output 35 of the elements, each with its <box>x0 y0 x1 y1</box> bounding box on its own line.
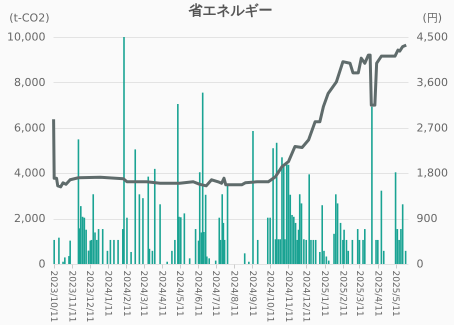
y-tick-label: 2,000 <box>14 212 46 226</box>
y2-tick-label: 0 <box>416 258 424 270</box>
x-tick-label: 2023/10/11 <box>48 270 58 322</box>
y2-tick-label: 3,600 <box>416 76 448 89</box>
x-tick-label: 2024/2/11 <box>120 270 131 317</box>
x-tick-label: 2025/5/11 <box>390 270 400 317</box>
y-tick-label: 0 <box>38 258 46 270</box>
y2-tick-label: 4,500 <box>416 30 448 44</box>
x-tick-label: 2024/3/11 <box>138 270 148 317</box>
x-tick-label: 2025/3/11 <box>354 270 364 317</box>
x-tick-label: 2025/2/11 <box>337 270 348 317</box>
y-tick-label: 10,000 <box>7 30 46 44</box>
x-tick-label: 2024/11/11 <box>282 270 293 322</box>
x-tick-label: 2024/12/11 <box>300 270 311 322</box>
y-tick-label: 4,000 <box>14 166 46 180</box>
y2-tick-label: 900 <box>416 212 438 226</box>
y-tick-label: 8,000 <box>14 76 46 89</box>
x-tick-label: 2023/12/11 <box>84 270 94 322</box>
x-tick-label: 2024/1/11 <box>102 270 113 317</box>
x-tick-label: 2024/7/11 <box>210 270 220 317</box>
y2-axis-title: (円) <box>422 12 442 24</box>
x-tick-label: 2025/4/11 <box>372 270 382 317</box>
x-tick-label: 2024/5/11 <box>174 270 184 317</box>
y2-tick-label: 2,700 <box>416 121 448 134</box>
y2-tick-label: 1,800 <box>416 166 448 180</box>
x-tick-label: 2024/9/11 <box>246 270 257 317</box>
x-tick-label: 2025/1/11 <box>319 270 330 317</box>
x-tick-label: 2023/11/11 <box>66 270 76 322</box>
x-tick-label: 2024/6/11 <box>192 270 202 317</box>
y-axis-title: (t-CO2) <box>9 12 50 24</box>
y-tick-label: 6,000 <box>14 121 46 134</box>
x-tick-label: 2024/8/11 <box>228 270 239 317</box>
x-tick-label: 2024/4/11 <box>156 270 166 317</box>
x-tick-label: 2024/10/11 <box>264 270 275 322</box>
chart-title: 省エネルギー <box>188 3 272 19</box>
